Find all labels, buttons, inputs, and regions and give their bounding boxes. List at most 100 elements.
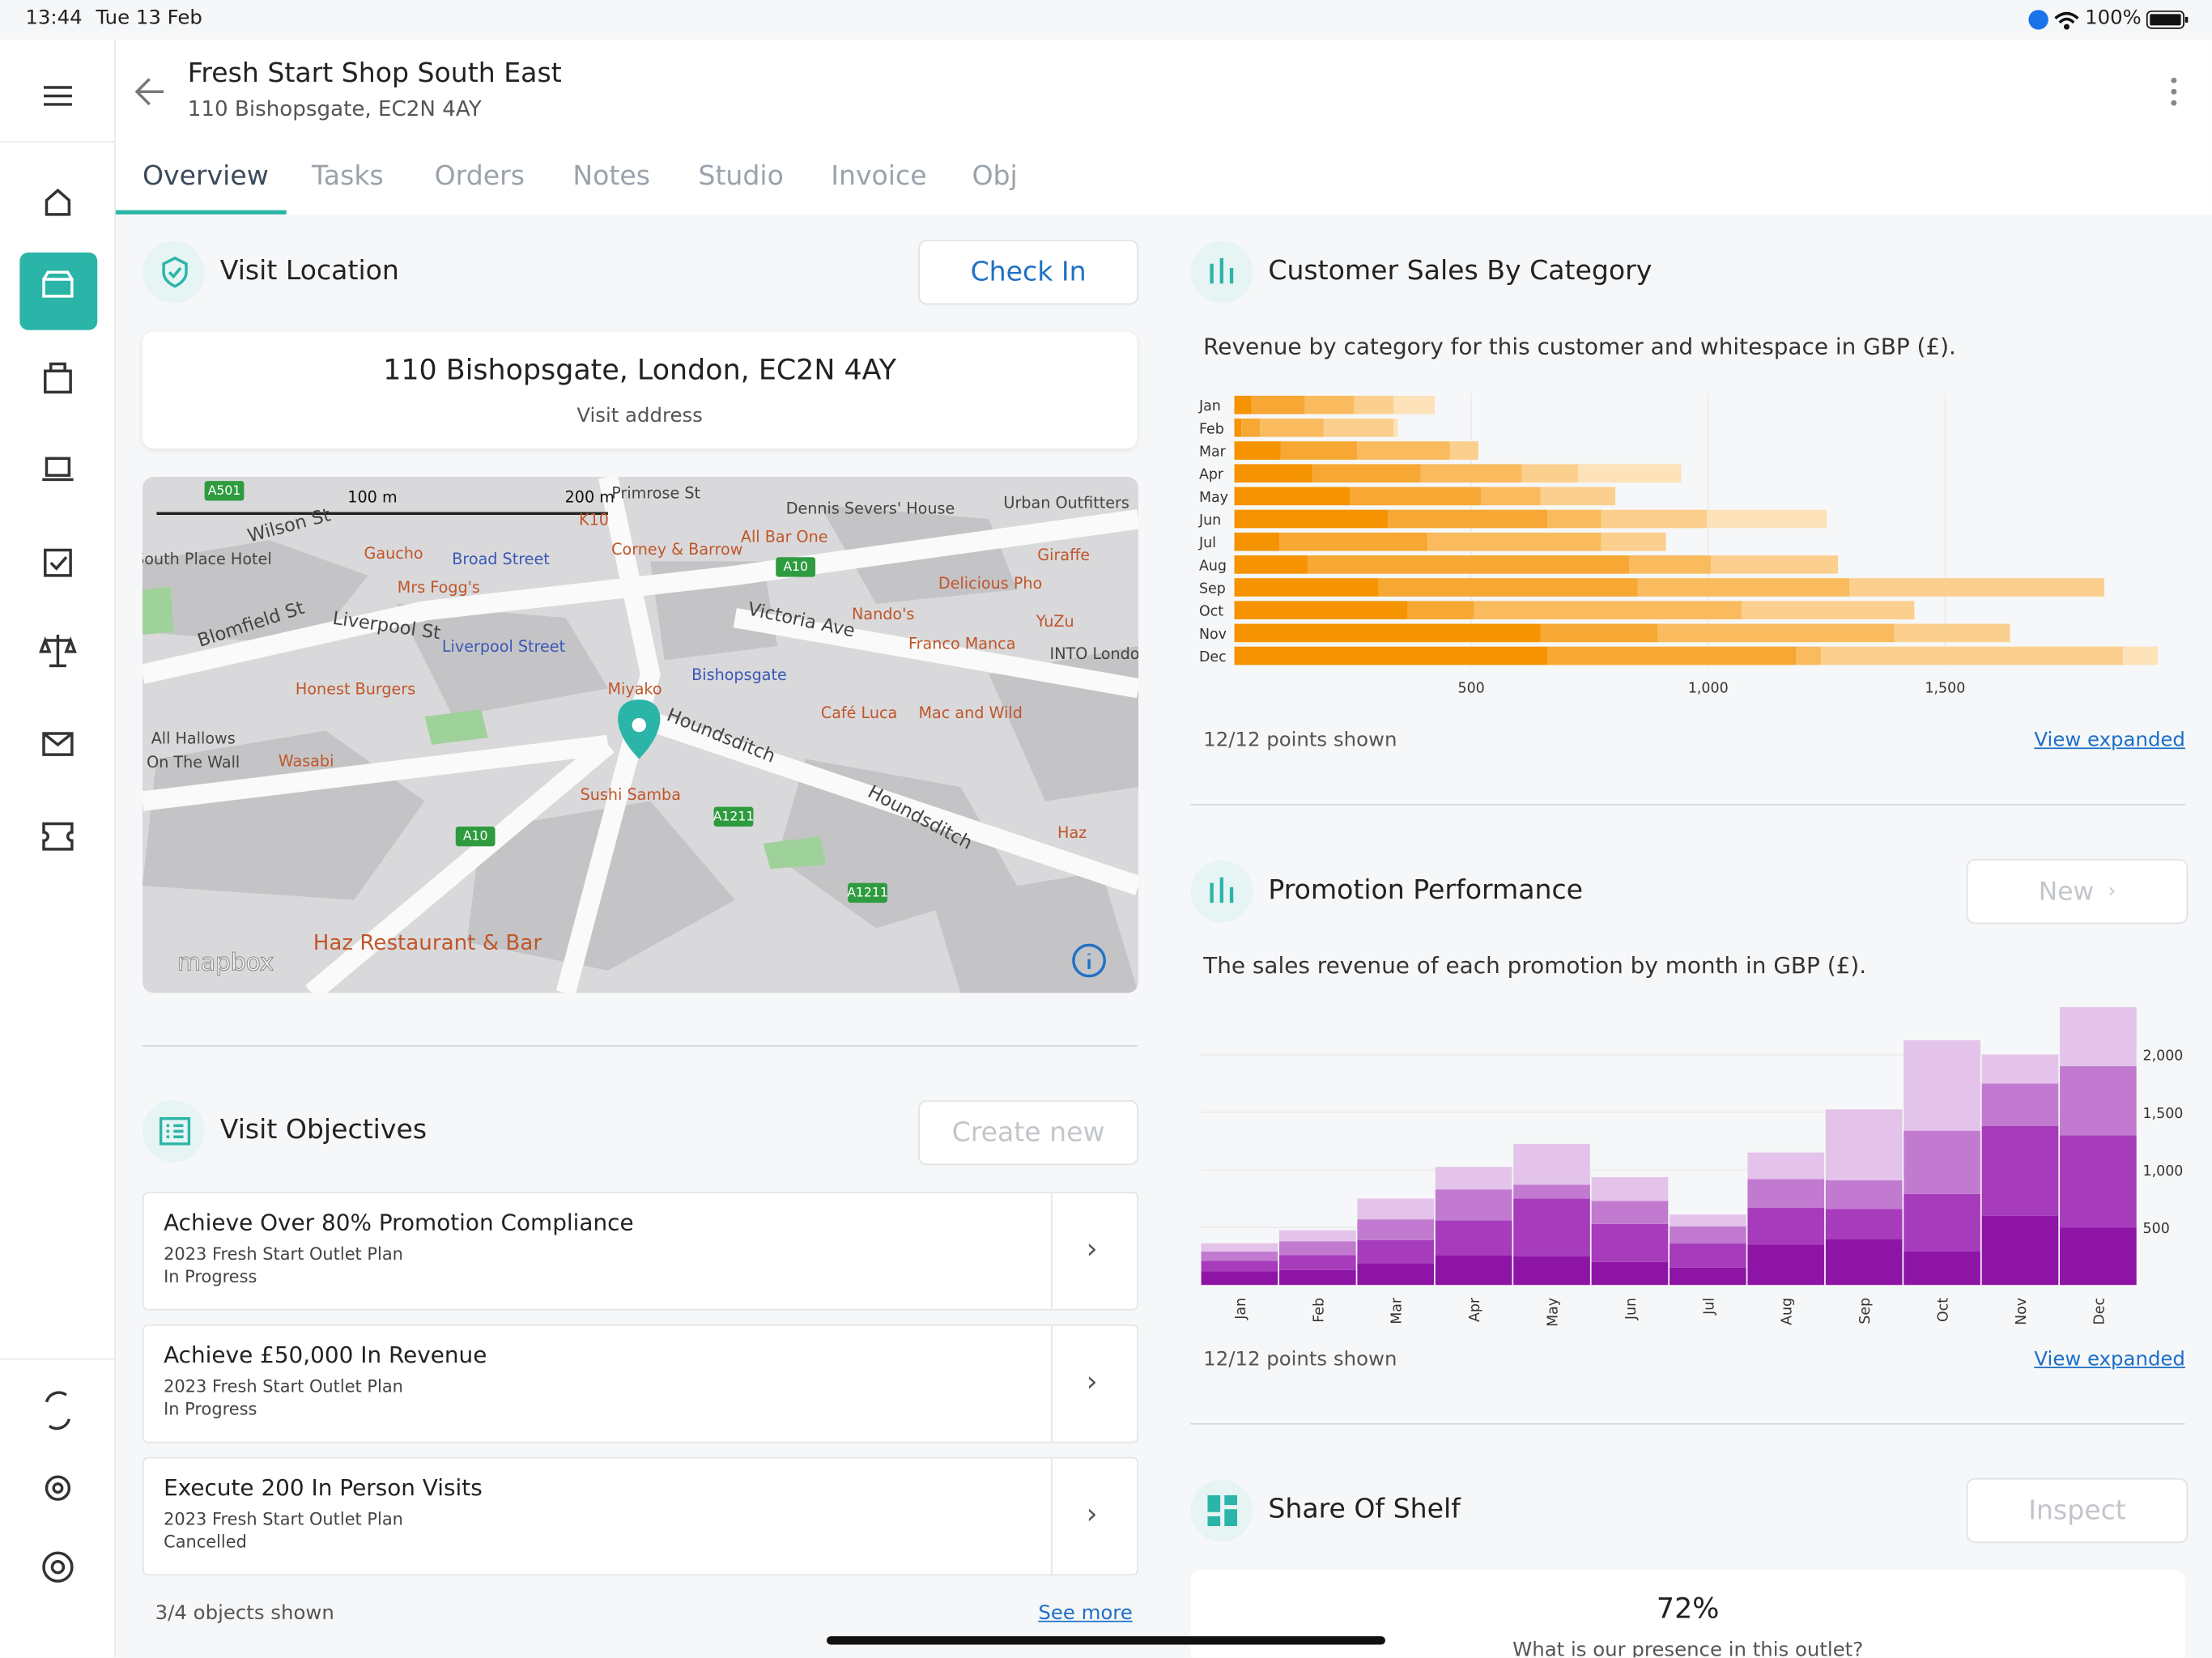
nav-icons[interactable] [0,57,114,1609]
bar-segment [1657,623,1895,643]
bar-segment [1981,1215,2059,1286]
nav-selected[interactable] [19,252,98,330]
chart-title: Promotion Performance [1268,874,1584,906]
x-tick-label: Feb [1311,1298,1327,1323]
bar-segment [1407,601,1474,620]
status-icons [2028,10,2189,30]
objective-plan: 2023 Fresh Start Outlet Plan [164,1376,403,1397]
header-title: Fresh Start Shop South East [187,57,562,89]
bar-segment [1435,1189,1512,1221]
map-label: All Hallows [151,729,236,747]
row-divider [1051,1192,1053,1309]
chart-subtitle: Revenue by category for this customer an… [1203,333,1956,360]
objective-row[interactable] [142,1192,1139,1311]
section-title: Visit Location [219,255,399,287]
create-new-button[interactable]: Create new [918,1099,1139,1166]
bar-segment [1279,532,1428,551]
x-tick-label: Apr [1467,1297,1483,1322]
divider [142,1045,1138,1047]
view-expanded-link[interactable]: View expanded [2034,1348,2185,1371]
section-title: Share Of Shelf [1268,1494,1461,1525]
bar-segment [1747,1179,1825,1208]
tab[interactable]: Tasks [312,160,384,192]
bar-segment [1234,441,1281,460]
road-badge [455,826,496,847]
more-menu[interactable] [2165,76,2182,107]
bar-segment [1825,1239,1903,1286]
x-tick-label: Mar [1389,1297,1406,1324]
tab[interactable]: Studio [698,160,784,192]
bar-segment [1201,1251,1278,1261]
bar-segment [1894,623,2010,643]
road-badge [776,557,816,577]
bar-segment [1981,1083,2059,1126]
x-tick-label: May [1545,1298,1561,1327]
objective-row[interactable] [142,1456,1139,1576]
bar-segment [1591,1176,1669,1201]
tab-indicator [115,210,287,215]
y-tick-label: Oct [1199,604,1223,620]
tab[interactable]: Invoice [831,160,927,192]
bar-segment [1474,601,1742,620]
tab[interactable]: Notes [572,160,651,192]
row-divider [1051,1324,1053,1442]
bar-segment [1591,1201,1669,1224]
bar-segment [1981,1054,2059,1084]
chart-footer: 12/12 points shown [1203,1348,1397,1371]
bar-segment [2060,1135,2137,1228]
y-tick-label: 1,000 [2143,1163,2184,1180]
bar-segment [1427,532,1602,551]
view-expanded-link[interactable]: View expanded [2034,729,2185,752]
map-label: Nando's [852,605,914,623]
location-icon [142,240,205,304]
map-label: Dennis Severs' House [786,499,955,517]
map-label: K10 [579,510,609,529]
y-tick-label: Jul [1198,535,1216,551]
chevron: › [1086,1231,1098,1265]
map-label: YuZu [1036,612,1074,631]
objective-status: In Progress [164,1399,257,1419]
x-tick-label: Jan [1233,1298,1249,1320]
x-tick-label: Oct [1936,1298,1952,1322]
shelf-icon [1190,1479,1253,1542]
map-label: A10 [783,559,808,574]
map-label: South Place Hotel [143,550,272,568]
bar-segment [2060,1227,2137,1286]
bar-segment [1357,1219,1435,1240]
road-badge [713,806,754,827]
tab[interactable]: Overview [142,160,269,192]
bar-segment [1308,555,1630,574]
inspect-button[interactable]: Inspect [1966,1477,2189,1544]
bar-segment [1278,1230,1356,1242]
bar-segment [1821,646,2123,665]
bar-segment [1201,1243,1278,1252]
map-label: Bishopsgate [691,665,787,684]
bar-segment [1278,1269,1356,1286]
divider [0,141,115,142]
bar-segment [1234,395,1252,414]
map-label: Haz [1057,823,1087,842]
address-card [142,331,1138,449]
back-button[interactable] [133,74,169,110]
map-label: Corney & Barrow [611,540,742,559]
tab[interactable]: Orders [434,160,525,192]
header-subtitle: 110 Bishopsgate, EC2N 4AY [187,96,482,121]
home-indicator [826,1636,1385,1645]
bar-segment [1234,509,1389,529]
bar-segment [1825,1109,1903,1180]
objective-row[interactable] [142,1324,1139,1443]
shelf-value: 72% [1656,1591,1720,1626]
divider [1190,1422,2185,1425]
bar-segment [1513,1184,1590,1199]
y-tick-label: 2,000 [2143,1048,2184,1065]
bar-segment [1547,509,1602,529]
tab[interactable]: Obj [972,160,1018,192]
see-more-link[interactable]: See more [1038,1602,1133,1626]
objectives-footer: 3/4 objects shown [155,1602,334,1626]
map-label: A1211 [847,884,888,899]
new-button[interactable]: New › [1966,859,2189,925]
check-in-button[interactable]: Check In [918,240,1139,305]
bar-segment [1260,419,1324,437]
